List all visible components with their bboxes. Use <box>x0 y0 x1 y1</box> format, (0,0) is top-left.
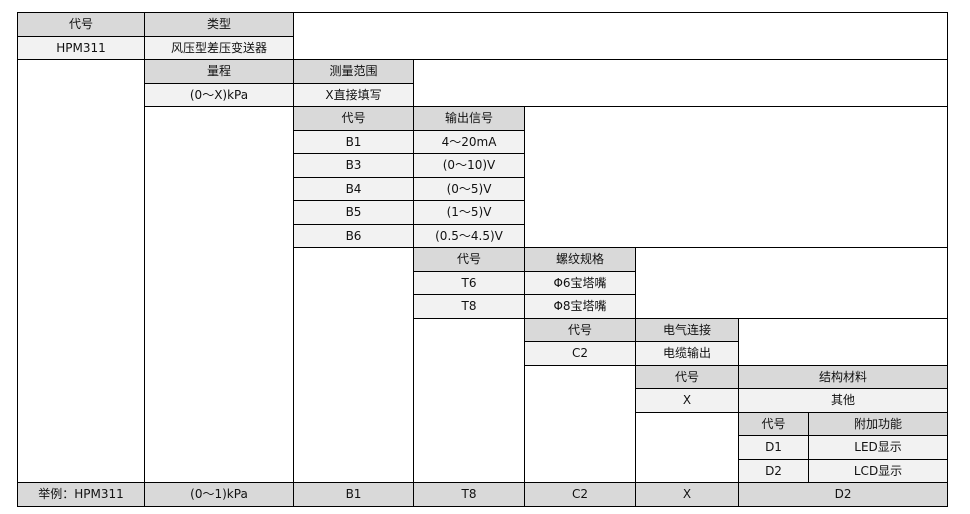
material-value: 其他 <box>737 388 949 413</box>
example-thread: T8 <box>413 482 525 507</box>
code-header: 代号 <box>635 364 739 389</box>
blank-cell <box>412 59 949 107</box>
blank-cell <box>144 106 294 483</box>
blank-cell <box>293 247 414 483</box>
electrical-header: 电气连接 <box>635 317 739 342</box>
code-header: 代号 <box>738 411 809 436</box>
thread-code: T6 <box>413 270 525 295</box>
output-value: (0～10)V <box>413 153 525 178</box>
blank-cell <box>634 247 949 319</box>
code-header: 代号 <box>293 106 414 131</box>
example-extra: D2 <box>737 482 949 507</box>
code-header: 代号 <box>17 12 145 37</box>
model-type: 风压型差压变送器 <box>144 35 294 60</box>
extra-code: D1 <box>738 435 809 460</box>
extra-value: LED显示 <box>807 435 949 460</box>
thread-header: 螺纹规格 <box>524 247 636 272</box>
type-header: 类型 <box>144 12 294 37</box>
measure-header: 测量范围 <box>293 59 414 84</box>
output-header: 输出信号 <box>413 106 525 131</box>
code-header: 代号 <box>413 247 525 272</box>
output-code: B6 <box>293 223 414 248</box>
blank-cell <box>635 411 739 483</box>
example-material: X <box>635 482 739 507</box>
range-value: (0～X)kPa <box>144 82 294 107</box>
example-model: 举例：HPM311 <box>17 482 145 507</box>
example-row: 举例：HPM311 (0～1)kPa B1 T8 C2 X D2 <box>17 482 949 507</box>
blank-cell <box>523 106 949 248</box>
example-electrical: C2 <box>524 482 636 507</box>
material-code: X <box>635 388 739 413</box>
thread-value: Φ8宝塔嘴 <box>524 294 636 319</box>
thread-value: Φ6宝塔嘴 <box>524 270 636 295</box>
blank-cell <box>17 59 145 483</box>
material-header: 结构材料 <box>737 364 949 389</box>
blank-cell <box>413 317 525 483</box>
extra-header: 附加功能 <box>807 411 949 436</box>
thread-code: T8 <box>413 294 525 319</box>
extra-code: D2 <box>738 458 809 483</box>
measure-value: X直接填写 <box>293 82 414 107</box>
blank-cell <box>524 364 636 483</box>
output-code: B3 <box>293 153 414 178</box>
extra-value: LCD显示 <box>807 458 949 483</box>
electrical-code: C2 <box>524 341 636 366</box>
blank-cell <box>292 12 949 60</box>
example-output: B1 <box>293 482 414 507</box>
model-code: HPM311 <box>17 35 145 60</box>
output-value: 4～20mA <box>413 129 525 154</box>
output-value: (0～5)V <box>413 176 525 201</box>
output-code: B1 <box>293 129 414 154</box>
output-code: B5 <box>293 200 414 225</box>
output-value: (1～5)V <box>413 200 525 225</box>
blank-cell <box>737 317 949 366</box>
output-code: B4 <box>293 176 414 201</box>
electrical-value: 电缆输出 <box>635 341 739 366</box>
model-selection-table: 代号 类型 HPM311 风压型差压变送器 量程 测量范围 (0～X)kPa X… <box>17 12 949 507</box>
range-header: 量程 <box>144 59 294 84</box>
example-range: (0～1)kPa <box>144 482 294 507</box>
code-header: 代号 <box>524 317 636 342</box>
output-value: (0.5～4.5)V <box>413 223 525 248</box>
